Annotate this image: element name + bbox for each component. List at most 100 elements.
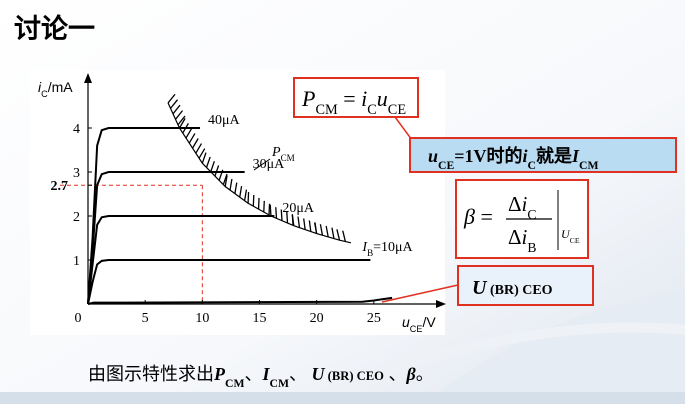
hatch	[303, 218, 306, 230]
text-segment: β	[405, 364, 416, 384]
text-segment: CE	[570, 236, 580, 245]
hatch	[325, 225, 329, 238]
text-segment: i	[361, 86, 367, 111]
hatch	[243, 189, 248, 201]
hatch	[239, 186, 243, 198]
text-segment: CM	[281, 153, 295, 163]
curve	[87, 259, 371, 305]
text-segment: i	[522, 225, 528, 249]
formula-icm: uCE=1V时的iC就是ICM	[428, 145, 599, 172]
text-segment: 就是	[536, 145, 572, 166]
text-segment: CM	[315, 102, 338, 118]
hatch	[195, 143, 203, 154]
box	[293, 77, 419, 118]
x-axis-arrow	[436, 300, 446, 308]
text-segment: β	[463, 204, 475, 229]
formula-beta-cond: UCE	[561, 227, 580, 245]
curve	[87, 171, 245, 305]
pcm-leader	[253, 158, 271, 171]
text-segment: B	[527, 240, 536, 255]
connector	[394, 116, 413, 141]
text-segment: 、	[384, 364, 407, 384]
text-segment: I	[571, 146, 580, 166]
hatch	[170, 99, 179, 109]
text-segment: u	[377, 86, 388, 111]
text-segment: CM	[579, 159, 598, 172]
hatch	[319, 224, 324, 236]
text-segment: P	[271, 145, 281, 160]
hatch	[224, 175, 228, 187]
hatch	[185, 128, 193, 139]
curve-label: 40μA	[208, 113, 241, 128]
hatch	[297, 216, 301, 228]
x-tick-label: 15	[253, 311, 267, 326]
hatch	[234, 182, 238, 194]
hatch	[247, 192, 250, 204]
y-axis-arrow	[84, 73, 92, 83]
text-segment: P	[213, 364, 226, 384]
swoosh	[420, 290, 685, 404]
text-segment: U	[311, 364, 325, 384]
text-segment: 由图示特性求出	[88, 364, 214, 384]
x-tick-label: 25	[367, 311, 381, 326]
y-tick-label: 1	[73, 254, 80, 269]
text-segment: =	[373, 240, 381, 255]
text-segment: C	[41, 89, 48, 99]
hatch	[280, 209, 283, 221]
y-tick-label: 3	[73, 166, 80, 181]
pcm-label: PCM	[271, 145, 295, 163]
text-segment: P	[301, 86, 315, 111]
text-segment: =	[475, 204, 493, 229]
slide-title: 讨论一	[14, 14, 95, 44]
formula-beta-den: ΔiB	[508, 225, 536, 255]
text-segment: I	[261, 364, 270, 384]
hatch	[229, 178, 233, 191]
text-segment: CE	[438, 159, 454, 172]
hatch	[269, 204, 272, 217]
hatch	[313, 222, 318, 234]
text-segment: (BR) CEO	[324, 369, 384, 383]
text-segment: CE	[388, 102, 407, 118]
hatch	[177, 115, 186, 126]
curve-label: 20μA	[282, 201, 315, 216]
hatch	[198, 148, 206, 159]
x-axis-label: uCE/V	[402, 314, 436, 334]
text-segment: /mA	[48, 79, 74, 95]
hatch	[291, 214, 295, 226]
hatch	[174, 110, 184, 120]
formula-ubr: U (BR) CEO	[472, 277, 553, 299]
hatch	[210, 160, 215, 172]
text-segment: U	[472, 277, 488, 299]
text-segment: 、	[289, 364, 312, 384]
hatch	[191, 138, 199, 149]
text-segment: =1V时的	[454, 145, 522, 166]
y-tick-label: 4	[73, 122, 80, 137]
text-segment: C	[527, 207, 536, 222]
hatch	[252, 194, 255, 207]
x-tick-label: 0	[75, 311, 82, 326]
hatch	[167, 93, 176, 104]
y-tick-label: 2	[73, 210, 80, 225]
swoosh	[298, 322, 685, 404]
text-segment: C	[528, 159, 536, 172]
text-segment: B	[367, 248, 373, 258]
hatch	[308, 220, 312, 232]
text-segment: u	[428, 146, 438, 166]
hatch	[257, 197, 260, 210]
bottom-strip	[0, 392, 685, 404]
text-segment: u	[402, 314, 410, 330]
hatch	[218, 169, 224, 181]
text-segment: i	[38, 79, 42, 95]
text-segment: i	[523, 146, 528, 166]
hatch	[188, 133, 196, 144]
text-segment: C	[367, 102, 377, 118]
connector	[381, 284, 459, 303]
x-tick-label: 10	[195, 311, 209, 326]
text-segment: i	[522, 192, 528, 216]
hatch	[172, 104, 181, 115]
text-segment: CM	[270, 377, 289, 390]
curve-label: 30μA	[253, 157, 286, 172]
x-tick-label: 5	[142, 311, 149, 326]
